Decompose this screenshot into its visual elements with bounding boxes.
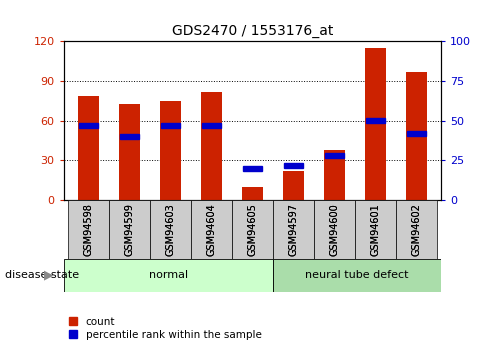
Text: GSM94600: GSM94600	[329, 203, 340, 256]
Bar	[284, 163, 303, 168]
Bar	[366, 118, 385, 123]
Bar	[406, 72, 427, 200]
Title: GDS2470 / 1553176_at: GDS2470 / 1553176_at	[172, 23, 333, 38]
Text: GSM94602: GSM94602	[412, 203, 421, 256]
Bar	[201, 92, 221, 200]
Bar	[355, 200, 396, 259]
Bar	[283, 171, 304, 200]
Text: GSM94597: GSM94597	[288, 203, 298, 256]
Bar	[396, 200, 437, 259]
Bar	[68, 200, 109, 259]
Bar	[273, 259, 441, 292]
Bar	[161, 123, 179, 128]
Text: GSM94598: GSM94598	[83, 203, 93, 256]
Bar	[160, 101, 181, 200]
Bar	[79, 123, 98, 128]
Text: GSM94599: GSM94599	[124, 203, 134, 256]
Bar	[365, 48, 386, 200]
Bar	[273, 200, 314, 259]
Text: GSM94600: GSM94600	[329, 203, 340, 256]
Text: GSM94605: GSM94605	[247, 203, 257, 256]
Bar	[407, 131, 426, 136]
Text: GSM94604: GSM94604	[206, 203, 217, 256]
Bar	[191, 200, 232, 259]
Bar	[109, 200, 150, 259]
Bar	[314, 200, 355, 259]
Text: disease state: disease state	[5, 270, 79, 280]
Text: normal: normal	[149, 270, 188, 280]
Bar	[325, 153, 343, 158]
Bar	[150, 200, 191, 259]
Bar	[324, 150, 344, 200]
Text: GSM94601: GSM94601	[370, 203, 380, 256]
Bar	[78, 96, 98, 200]
Text: GSM94604: GSM94604	[206, 203, 217, 256]
Text: GSM94598: GSM94598	[83, 203, 93, 256]
Bar	[243, 166, 262, 171]
Text: ▶: ▶	[44, 269, 54, 282]
Bar	[64, 259, 273, 292]
Bar	[202, 123, 220, 128]
Text: GSM94599: GSM94599	[124, 203, 134, 256]
Text: neural tube defect: neural tube defect	[305, 270, 409, 280]
Text: GSM94601: GSM94601	[370, 203, 380, 256]
Text: GSM94602: GSM94602	[412, 203, 421, 256]
Text: GSM94603: GSM94603	[165, 203, 175, 256]
Bar	[120, 134, 139, 139]
Bar	[232, 200, 273, 259]
Bar	[119, 104, 140, 200]
Text: GSM94605: GSM94605	[247, 203, 257, 256]
Text: GSM94603: GSM94603	[165, 203, 175, 256]
Text: GSM94597: GSM94597	[288, 203, 298, 256]
Legend: count, percentile rank within the sample: count, percentile rank within the sample	[69, 317, 262, 340]
Bar	[242, 187, 263, 200]
